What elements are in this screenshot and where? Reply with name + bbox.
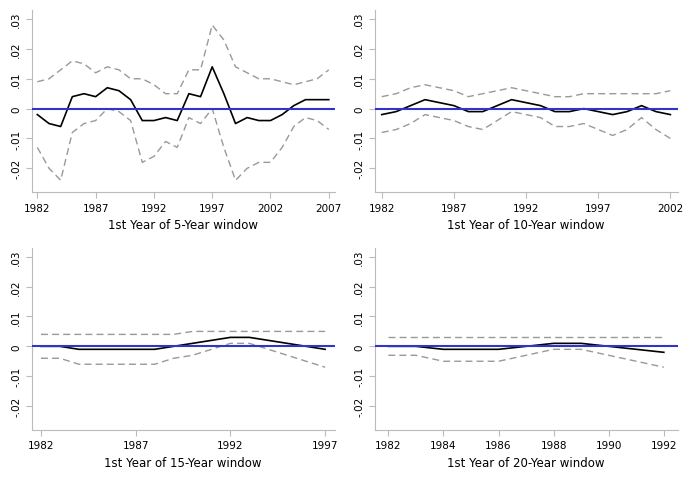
X-axis label: 1st Year of 10-Year window: 1st Year of 10-Year window — [448, 219, 605, 232]
X-axis label: 1st Year of 15-Year window: 1st Year of 15-Year window — [104, 456, 262, 469]
X-axis label: 1st Year of 20-Year window: 1st Year of 20-Year window — [448, 456, 605, 469]
X-axis label: 1st Year of 5-Year window: 1st Year of 5-Year window — [108, 219, 258, 232]
